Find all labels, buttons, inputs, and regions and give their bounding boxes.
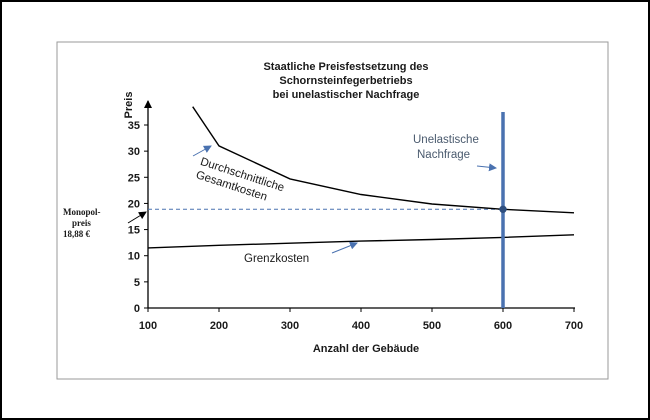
y-tick-label: 0	[134, 303, 140, 315]
x-axis-label: Anzahl der Gebäude	[313, 343, 419, 355]
demand-annotation-line-2: Nachfrage	[417, 149, 470, 161]
y-tick-label: 30	[128, 146, 140, 158]
y-axis-label: Preis	[123, 92, 135, 119]
marginal-cost-annotation: Grenzkosten	[244, 253, 309, 265]
x-tick-label: 200	[210, 320, 228, 332]
y-tick-label: 10	[128, 251, 140, 263]
chart-title-line-2: Schornsteinfegerbetriebs	[279, 75, 412, 87]
monopoly-label-line-2: preis	[72, 218, 91, 228]
x-tick-label: 600	[494, 320, 512, 332]
monopoly-label-line-3: 18,88 €	[63, 229, 91, 239]
x-tick-label: 300	[281, 320, 299, 332]
equilibrium-point	[499, 205, 507, 213]
demand-arrow	[476, 163, 497, 172]
demand-annotation-line-1: Unelastische	[413, 134, 479, 146]
y-tick-label: 25	[128, 172, 140, 184]
marginal-cost-arrow	[331, 241, 358, 254]
chart-title-line-3: bei unelastischer Nachfrage	[273, 89, 420, 101]
plot-area-border	[56, 41, 609, 380]
y-tick-label: 20	[128, 198, 140, 210]
x-ticks: 100 200 300 400 500 600 700	[139, 308, 583, 332]
avg-cost-annotation: Durchschnittliche Gesamtkosten	[194, 156, 285, 204]
avg-cost-arrow	[192, 145, 212, 157]
monopoly-label-line-1: Monopol-	[63, 207, 101, 217]
x-tick-label: 100	[139, 320, 157, 332]
x-tick-label: 700	[565, 320, 583, 332]
y-tick-label: 15	[128, 225, 140, 237]
y-ticks: 0 5 10 15 20 25 30 35	[128, 120, 148, 315]
x-tick-label: 500	[423, 320, 441, 332]
chart-title-line-1: Staatliche Preisfestsetzung des	[263, 61, 428, 73]
y-tick-label: 35	[128, 120, 140, 132]
y-tick-label: 5	[134, 277, 140, 289]
series-marginal-cost	[147, 234, 575, 249]
monopoly-arrow	[127, 211, 147, 224]
x-tick-label: 400	[352, 320, 370, 332]
